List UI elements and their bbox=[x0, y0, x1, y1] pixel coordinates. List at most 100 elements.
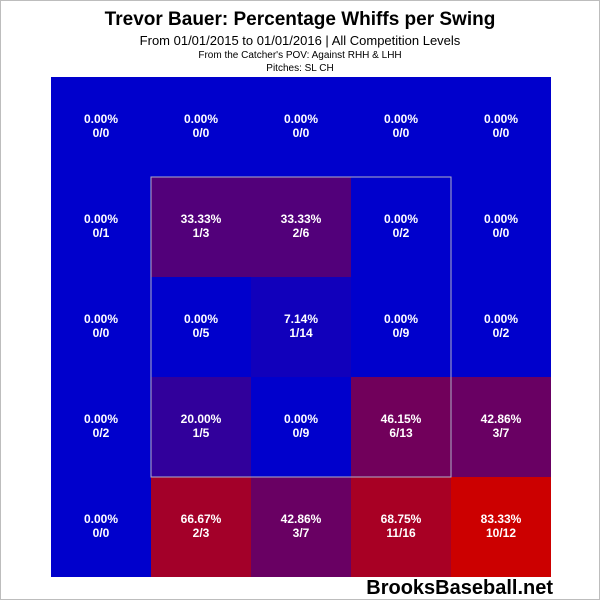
chart-subtitle: From 01/01/2015 to 01/01/2016 | All Comp… bbox=[139, 33, 461, 48]
cell-count-label: 3/7 bbox=[493, 426, 510, 440]
heatmap-cell-r5-c3: 42.86%3/7 bbox=[251, 477, 351, 577]
cell-percentage-label: 0.00% bbox=[484, 312, 518, 326]
heatmap-cell-fill bbox=[351, 177, 451, 277]
cell-count-label: 6/13 bbox=[389, 426, 413, 440]
cell-percentage-label: 7.14% bbox=[284, 312, 318, 326]
cell-count-label: 0/0 bbox=[393, 126, 410, 140]
cell-count-label: 0/9 bbox=[393, 326, 410, 340]
cell-percentage-label: 0.00% bbox=[484, 212, 518, 226]
cell-count-label: 0/0 bbox=[93, 526, 110, 540]
cell-percentage-label: 33.33% bbox=[281, 212, 322, 226]
heatmap-cell-r2-c4: 0.00%0/2 bbox=[351, 177, 451, 277]
heatmap-cell-r1-c2: 0.00%0/0 bbox=[151, 77, 251, 177]
cell-percentage-label: 0.00% bbox=[384, 112, 418, 126]
cell-percentage-label: 0.00% bbox=[84, 112, 118, 126]
heatmap-cell-r4-c1: 0.00%0/2 bbox=[51, 377, 151, 477]
heatmap-cell-fill bbox=[251, 277, 351, 377]
cell-percentage-label: 0.00% bbox=[84, 312, 118, 326]
heatmap-cell-r3-c4: 0.00%0/9 bbox=[351, 277, 451, 377]
heatmap-cell-fill bbox=[351, 477, 451, 577]
watermark: BrooksBaseball.net bbox=[366, 577, 553, 599]
heatmap-cell-r3-c5: 0.00%0/2 bbox=[451, 277, 551, 377]
cell-count-label: 0/1 bbox=[93, 226, 110, 240]
heatmap-cell-r5-c2: 66.67%2/3 bbox=[151, 477, 251, 577]
cell-count-label: 0/0 bbox=[493, 226, 510, 240]
cell-count-label: 0/0 bbox=[93, 326, 110, 340]
cell-percentage-label: 68.75% bbox=[381, 512, 422, 526]
cell-count-label: 2/6 bbox=[293, 226, 310, 240]
cell-count-label: 0/2 bbox=[93, 426, 110, 440]
cell-count-label: 11/16 bbox=[386, 526, 416, 540]
heatmap-cell-r5-c1: 0.00%0/0 bbox=[51, 477, 151, 577]
heatmap-cell-fill bbox=[251, 77, 351, 177]
heatmap-cell-fill bbox=[451, 377, 551, 477]
cell-percentage-label: 0.00% bbox=[284, 412, 318, 426]
heatmap-cell-fill bbox=[451, 277, 551, 377]
cell-percentage-label: 0.00% bbox=[84, 212, 118, 226]
heatmap-cell-r2-c1: 0.00%0/1 bbox=[51, 177, 151, 277]
heatmap-cell-fill bbox=[151, 77, 251, 177]
heatmap-cell-fill bbox=[151, 377, 251, 477]
heatmap-cell-r2-c3: 33.33%2/6 bbox=[251, 177, 351, 277]
cell-percentage-label: 33.33% bbox=[181, 212, 222, 226]
heatmap-cell-fill bbox=[351, 277, 451, 377]
cell-count-label: 0/5 bbox=[193, 326, 210, 340]
cell-count-label: 10/12 bbox=[486, 526, 516, 540]
cell-percentage-label: 83.33% bbox=[481, 512, 522, 526]
heatmap-cell-fill bbox=[51, 377, 151, 477]
heatmap-cell-fill bbox=[451, 77, 551, 177]
cell-percentage-label: 0.00% bbox=[184, 312, 218, 326]
heatmap-cell-fill bbox=[51, 477, 151, 577]
cell-percentage-label: 0.00% bbox=[484, 112, 518, 126]
heatmap-cell-r3-c2: 0.00%0/5 bbox=[151, 277, 251, 377]
heatmap-cell-fill bbox=[451, 477, 551, 577]
cell-percentage-label: 0.00% bbox=[184, 112, 218, 126]
heatmap-cell-fill bbox=[151, 177, 251, 277]
strike-zone-outline bbox=[150, 176, 452, 478]
heatmap-cell-r4-c5: 42.86%3/7 bbox=[451, 377, 551, 477]
cell-count-label: 1/14 bbox=[289, 326, 313, 340]
cell-percentage-label: 0.00% bbox=[84, 412, 118, 426]
pov-caption: From the Catcher's POV: Against RHH & LH… bbox=[198, 50, 402, 61]
cell-percentage-label: 0.00% bbox=[84, 512, 118, 526]
heatmap-cell-fill bbox=[351, 77, 451, 177]
cell-count-label: 0/0 bbox=[193, 126, 210, 140]
cell-percentage-label: 42.86% bbox=[281, 512, 322, 526]
cell-count-label: 0/0 bbox=[493, 126, 510, 140]
heatmap-cell-fill bbox=[251, 177, 351, 277]
cell-count-label: 0/0 bbox=[293, 126, 310, 140]
heatmap-cell-fill bbox=[451, 177, 551, 277]
heatmap-cell-r1-c3: 0.00%0/0 bbox=[251, 77, 351, 177]
heatmap-cell-r4-c4: 46.15%6/13 bbox=[351, 377, 451, 477]
cell-count-label: 2/3 bbox=[193, 526, 210, 540]
heatmap-cell-r1-c1: 0.00%0/0 bbox=[51, 77, 151, 177]
heatmap-cell-r5-c5: 83.33%10/12 bbox=[451, 477, 551, 577]
heatmap-cell-r5-c4: 68.75%11/16 bbox=[351, 477, 451, 577]
pitches-caption: Pitches: SL CH bbox=[266, 63, 334, 74]
cell-percentage-label: 42.86% bbox=[481, 412, 522, 426]
heatmap-cell-fill bbox=[51, 277, 151, 377]
cell-count-label: 0/2 bbox=[393, 226, 410, 240]
cell-count-label: 1/3 bbox=[193, 226, 210, 240]
cell-count-label: 0/0 bbox=[93, 126, 110, 140]
heatmap-cell-fill bbox=[51, 77, 151, 177]
cell-count-label: 3/7 bbox=[293, 526, 310, 540]
heatmap-cell-fill bbox=[251, 477, 351, 577]
heatmap-cell-r2-c5: 0.00%0/0 bbox=[451, 177, 551, 277]
chart-title: Trevor Bauer: Percentage Whiffs per Swin… bbox=[104, 9, 496, 30]
cell-count-label: 1/5 bbox=[193, 426, 210, 440]
heatmap-cell-r1-c4: 0.00%0/0 bbox=[351, 77, 451, 177]
heatmap-cell-fill bbox=[151, 477, 251, 577]
heatmap-cell-fill bbox=[251, 377, 351, 477]
heatmap-cell-fill bbox=[151, 277, 251, 377]
cell-percentage-label: 0.00% bbox=[384, 212, 418, 226]
cell-percentage-label: 20.00% bbox=[181, 412, 222, 426]
heatmap-cell-fill bbox=[51, 177, 151, 277]
heatmap-cell-fill bbox=[351, 377, 451, 477]
heatmap-cell-r3-c1: 0.00%0/0 bbox=[51, 277, 151, 377]
heatmap-cell-r4-c3: 0.00%0/9 bbox=[251, 377, 351, 477]
heatmap-cell-r3-c3: 7.14%1/14 bbox=[251, 277, 351, 377]
cell-percentage-label: 0.00% bbox=[384, 312, 418, 326]
